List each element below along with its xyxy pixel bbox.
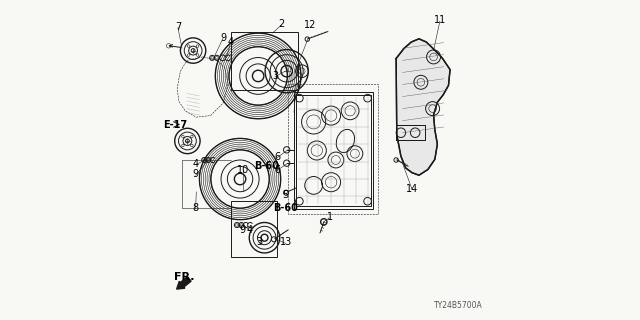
Text: 10: 10: [237, 164, 250, 174]
Text: 9: 9: [193, 169, 198, 179]
Bar: [230, 201, 276, 257]
Bar: [294, 92, 372, 209]
Text: B-60: B-60: [253, 161, 278, 171]
Text: 14: 14: [406, 184, 418, 194]
Text: 5: 5: [283, 190, 289, 200]
Bar: [231, 32, 298, 90]
Bar: [396, 125, 425, 140]
Text: 13: 13: [280, 237, 292, 247]
Text: 6: 6: [274, 152, 280, 162]
FancyArrow shape: [177, 277, 191, 289]
Text: 2: 2: [278, 19, 284, 29]
Text: 9: 9: [220, 33, 227, 43]
Text: 12: 12: [303, 20, 316, 30]
Text: 4: 4: [246, 225, 253, 235]
Text: 3: 3: [257, 237, 263, 247]
Text: 4: 4: [227, 37, 234, 47]
Text: E-17: E-17: [164, 120, 188, 130]
Polygon shape: [396, 39, 450, 175]
Text: 8: 8: [193, 203, 198, 212]
Text: 4: 4: [193, 159, 198, 169]
Text: 9: 9: [239, 225, 245, 235]
Text: 7: 7: [175, 22, 181, 32]
Text: 3: 3: [272, 71, 278, 81]
Text: TY24B5700A: TY24B5700A: [434, 301, 483, 310]
Text: B-60: B-60: [273, 203, 298, 212]
Text: 11: 11: [434, 15, 446, 25]
Text: 1: 1: [326, 212, 333, 222]
Text: FR.: FR.: [174, 272, 195, 282]
Bar: [287, 84, 378, 214]
Text: 6: 6: [274, 164, 280, 174]
